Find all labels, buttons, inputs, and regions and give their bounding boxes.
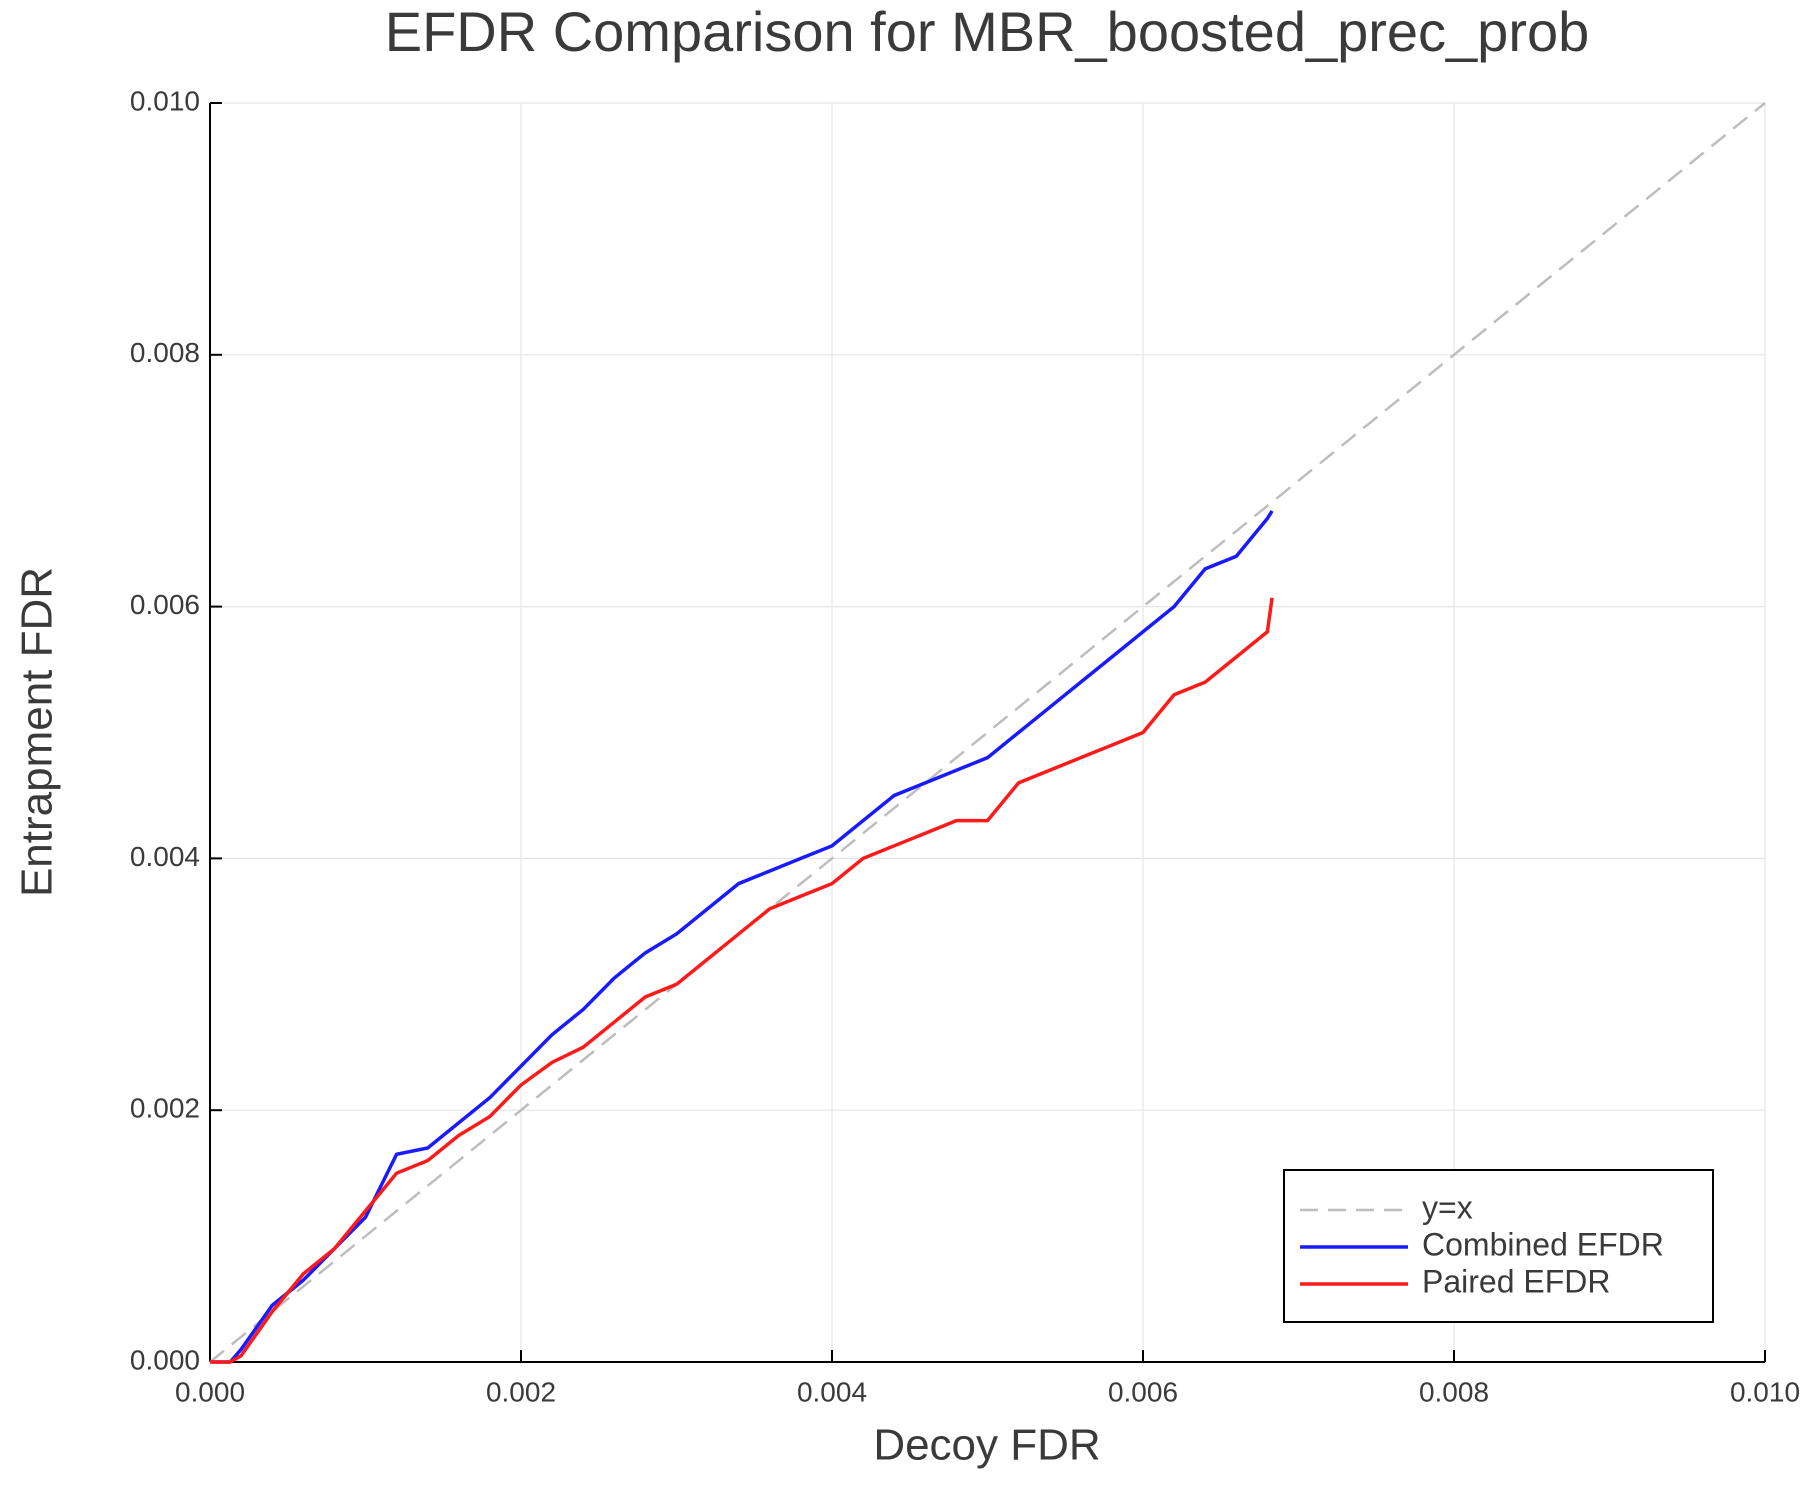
legend-label: y=x [1422,1189,1473,1225]
x-tick-label: 0.000 [175,1376,245,1407]
chart-title: EFDR Comparison for MBR_boosted_prec_pro… [385,0,1590,63]
legend-label: Combined EFDR [1422,1226,1664,1262]
series-line [210,597,1274,1364]
y-tick-label: 0.004 [130,841,200,872]
x-tick-label: 0.004 [797,1376,867,1407]
y-axis-label: Entrapment FDR [13,567,62,897]
y-tick-label: 0.006 [130,589,200,620]
x-axis-label: Decoy FDR [873,1421,1100,1470]
x-tick-label: 0.010 [1730,1376,1800,1407]
series-line [210,509,1274,1364]
legend-box [1283,1169,1714,1323]
y-tick-label: 0.000 [130,1344,200,1375]
series-line [209,102,1766,1363]
x-tick-label: 0.006 [1108,1376,1178,1407]
x-tick-label: 0.008 [1419,1376,1489,1407]
y-tick-label: 0.008 [130,337,200,368]
y-tick-label: 0.002 [130,1093,200,1124]
y-tick-label: 0.010 [130,85,200,116]
x-tick-label: 0.002 [486,1376,556,1407]
legend-label: Paired EFDR [1422,1263,1611,1299]
